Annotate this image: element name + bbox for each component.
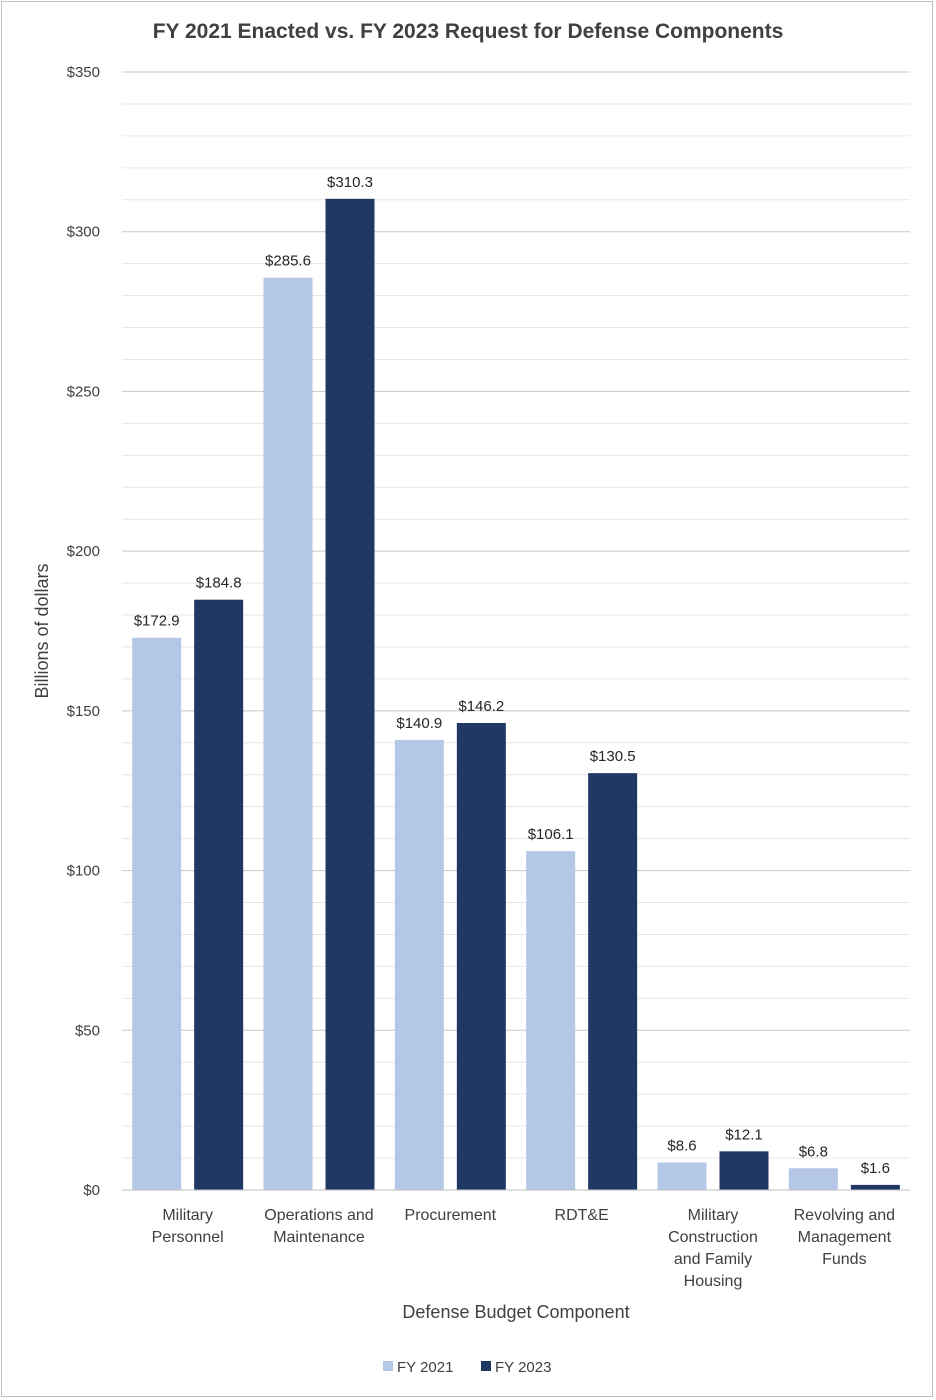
y-tick-label: $350 <box>67 64 100 81</box>
data-label: $12.1 <box>725 1126 763 1143</box>
bar-fy-2021 <box>657 1162 707 1190</box>
data-label: $140.9 <box>396 715 442 732</box>
data-label: $8.6 <box>667 1138 696 1155</box>
bar-fy-2023 <box>719 1151 769 1190</box>
bars <box>132 198 900 1191</box>
bar-fy-2021 <box>132 637 182 1190</box>
y-tick-label: $0 <box>83 1182 100 1199</box>
legend-swatch <box>481 1361 491 1371</box>
data-label: $146.2 <box>458 698 504 715</box>
bar-fy-2023 <box>325 198 375 1191</box>
bar-fy-2023 <box>850 1184 900 1190</box>
data-label: $130.5 <box>590 748 636 765</box>
bar-fy-2021 <box>394 739 444 1190</box>
legend-label: FY 2023 <box>495 1359 551 1376</box>
data-label: $1.6 <box>861 1160 890 1177</box>
x-category-label: Military Construction and Family Housing <box>668 1207 758 1290</box>
data-label: $310.3 <box>327 174 373 191</box>
bar-fy-2021 <box>788 1168 838 1190</box>
bar-fy-2023 <box>456 722 506 1190</box>
y-tick-label: $250 <box>67 383 100 400</box>
legend-swatch <box>383 1361 393 1371</box>
x-category-label: RDT&E <box>555 1207 609 1224</box>
y-axis-ticks: $0 $50 $100 $150 $200 $250 $300 $350 <box>67 64 100 1199</box>
chart-title: FY 2021 Enacted vs. FY 2023 Request for … <box>153 20 784 43</box>
data-labels: $172.9 $184.8 $285.6 $310.3 $140.9 $146.2 $106… <box>134 174 890 1177</box>
legend: FY 2021 FY 2023 <box>383 1359 551 1376</box>
x-axis-categories: Military Personnel Operations and Maintenan… <box>152 1207 895 1290</box>
gridlines <box>122 71 910 1159</box>
y-tick-label: $50 <box>75 1022 100 1039</box>
data-label: $285.6 <box>265 253 311 270</box>
y-tick-label: $200 <box>67 543 100 560</box>
data-label: $6.8 <box>799 1143 828 1160</box>
data-label: $106.1 <box>528 826 574 843</box>
bar-fy-2023 <box>588 773 638 1190</box>
bar-fy-2023 <box>194 599 244 1190</box>
data-label: $172.9 <box>134 613 180 630</box>
legend-label: FY 2021 <box>397 1359 453 1376</box>
y-tick-label: $150 <box>67 703 100 720</box>
bar-fy-2021 <box>263 277 313 1190</box>
x-category-label: Operations and Maintenance <box>264 1207 373 1246</box>
y-tick-label: $100 <box>67 863 100 880</box>
data-label: $184.8 <box>196 575 242 592</box>
x-axis-title: Defense Budget Component <box>402 1302 629 1322</box>
bar-fy-2021 <box>526 851 576 1190</box>
x-category-label: Military Personnel <box>152 1207 224 1246</box>
y-tick-label: $300 <box>67 224 100 241</box>
x-category-label: Revolving and Management Funds <box>794 1207 895 1268</box>
x-category-label: Procurement <box>405 1207 497 1224</box>
y-axis-title: Billions of dollars <box>32 563 52 698</box>
